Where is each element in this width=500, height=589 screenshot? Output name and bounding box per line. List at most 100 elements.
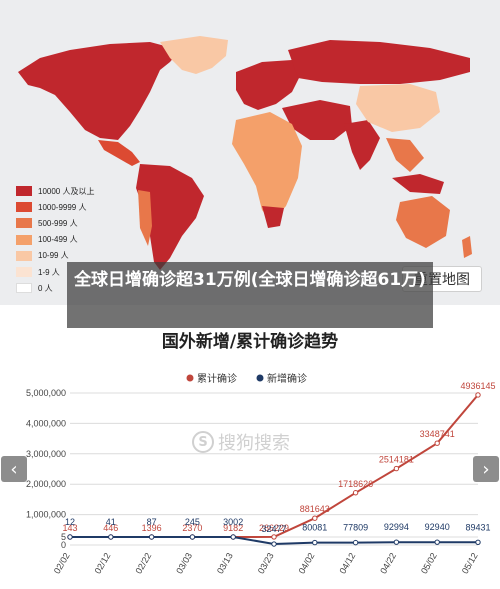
legend-label: 100-499 人 bbox=[38, 235, 78, 245]
map-region-greenland bbox=[160, 36, 228, 74]
data-point bbox=[475, 392, 481, 398]
series-line bbox=[70, 394, 479, 538]
watermark-text: 搜狗搜索 bbox=[218, 433, 290, 454]
data-point bbox=[352, 539, 359, 546]
data-label: 3002 bbox=[223, 517, 243, 527]
data-label: 9182 bbox=[223, 523, 243, 533]
legend-item: 1000-9999 人 bbox=[16, 199, 94, 215]
x-tick-label: 04/02 bbox=[297, 551, 317, 576]
legend-label: 10000 人及以上 bbox=[38, 186, 95, 196]
map-region-australia bbox=[396, 196, 450, 248]
data-point bbox=[271, 541, 277, 547]
legend-marker bbox=[186, 374, 194, 382]
data-label: 12 bbox=[65, 517, 75, 527]
legend-swatch bbox=[16, 283, 32, 294]
data-point bbox=[67, 534, 73, 540]
data-point bbox=[230, 534, 236, 540]
y-tick-label: 5,000,000 bbox=[26, 388, 66, 398]
y-tick-label: 5 bbox=[61, 532, 66, 542]
legend-item: 100-499 人 bbox=[16, 232, 94, 248]
legend-item: 10-99 人 bbox=[16, 248, 94, 264]
x-tick-label: 05/02 bbox=[419, 551, 439, 576]
legend-label: 1-9 人 bbox=[38, 267, 60, 277]
x-tick-label: 03/23 bbox=[256, 551, 276, 576]
data-point bbox=[312, 539, 318, 546]
x-tick-label: 05/12 bbox=[460, 551, 480, 576]
x-tick-label: 02/22 bbox=[133, 551, 153, 576]
data-point bbox=[108, 534, 114, 540]
legend-swatch bbox=[16, 267, 32, 278]
sogou-logo-icon: S bbox=[192, 431, 214, 453]
y-tick-label: 1,000,000 bbox=[26, 510, 66, 520]
map-region-india bbox=[344, 120, 380, 170]
legend-swatch bbox=[16, 186, 32, 197]
data-label: 4936145 bbox=[460, 381, 495, 391]
data-label: 87 bbox=[147, 517, 157, 527]
legend-swatch bbox=[16, 234, 32, 245]
data-label: 89431 bbox=[465, 522, 490, 532]
x-tick-label: 02/02 bbox=[52, 551, 72, 576]
chevron-right-icon[interactable]: › bbox=[473, 456, 499, 482]
data-point bbox=[312, 515, 318, 521]
chart-title: 国外新增/累计确诊趋势 bbox=[161, 332, 339, 352]
legend-label: 累计确诊 bbox=[197, 372, 237, 385]
data-point bbox=[352, 490, 359, 496]
data-point bbox=[434, 539, 440, 545]
map-region-china bbox=[356, 84, 440, 132]
y-tick-label: 2,000,000 bbox=[26, 479, 66, 489]
data-label: 2514181 bbox=[379, 455, 414, 465]
data-point bbox=[393, 539, 400, 545]
map-region-africa bbox=[232, 112, 302, 222]
map-region-indonesia bbox=[392, 174, 444, 194]
chevron-left-icon[interactable]: ‹ bbox=[1, 456, 27, 482]
data-label: 92940 bbox=[425, 522, 450, 532]
data-label: 92994 bbox=[384, 522, 409, 532]
legend-label: 500-999 人 bbox=[38, 218, 78, 228]
map-region-south-africa bbox=[262, 206, 284, 228]
data-point bbox=[475, 539, 481, 545]
legend-swatch bbox=[16, 250, 32, 261]
data-label: 1718626 bbox=[338, 479, 373, 489]
legend-label: 1000-9999 人 bbox=[38, 202, 87, 212]
data-label: 143 bbox=[62, 523, 77, 533]
legend-label: 0 人 bbox=[38, 283, 53, 293]
x-tick-label: 03/13 bbox=[215, 551, 235, 576]
legend-item: 500-999 人 bbox=[16, 215, 94, 231]
world-map-panel: 10000 人及以上 1000-9999 人 500-999 人 100-499… bbox=[0, 0, 500, 305]
world-map[interactable] bbox=[0, 0, 500, 305]
y-tick-label: 4,000,000 bbox=[26, 418, 66, 428]
legend-item: 1-9 人 bbox=[16, 264, 94, 280]
data-label: 41 bbox=[106, 517, 116, 527]
data-label: 446 bbox=[103, 523, 118, 533]
data-label: 1396 bbox=[142, 523, 162, 533]
map-region-north-america bbox=[18, 42, 180, 140]
data-point bbox=[434, 440, 440, 446]
map-region-se-asia bbox=[386, 138, 424, 172]
legend-marker bbox=[256, 374, 264, 382]
data-label: 2370 bbox=[182, 523, 202, 533]
map-legend: 10000 人及以上 1000-9999 人 500-999 人 100-499… bbox=[16, 183, 94, 296]
map-region-south-america bbox=[136, 164, 204, 270]
x-tick-label: 04/12 bbox=[337, 551, 357, 576]
x-tick-label: 03/03 bbox=[174, 551, 194, 576]
data-label: 32477 bbox=[261, 524, 286, 534]
map-region-russia bbox=[288, 40, 470, 84]
image-caption: 全球日增确诊超31万例(全球日增确诊超61万) bbox=[67, 262, 433, 328]
x-tick-label: 04/22 bbox=[378, 551, 398, 576]
legend-item: 0 人 bbox=[16, 280, 94, 296]
data-label: 77809 bbox=[343, 523, 368, 533]
data-point bbox=[189, 534, 196, 540]
legend-label: 10-99 人 bbox=[38, 251, 69, 261]
y-tick-label: 0 bbox=[61, 540, 66, 550]
data-label: 245 bbox=[185, 517, 200, 527]
data-label: 80081 bbox=[302, 523, 327, 533]
map-region-middle-east bbox=[282, 100, 352, 140]
legend-swatch bbox=[16, 218, 32, 229]
map-region-new-zealand bbox=[462, 236, 472, 258]
data-point bbox=[271, 534, 277, 540]
map-region-europe bbox=[236, 60, 300, 110]
y-tick-label: 3,000,000 bbox=[26, 449, 66, 459]
map-region-south-america-west bbox=[138, 190, 152, 246]
x-tick-label: 02/12 bbox=[93, 551, 113, 576]
